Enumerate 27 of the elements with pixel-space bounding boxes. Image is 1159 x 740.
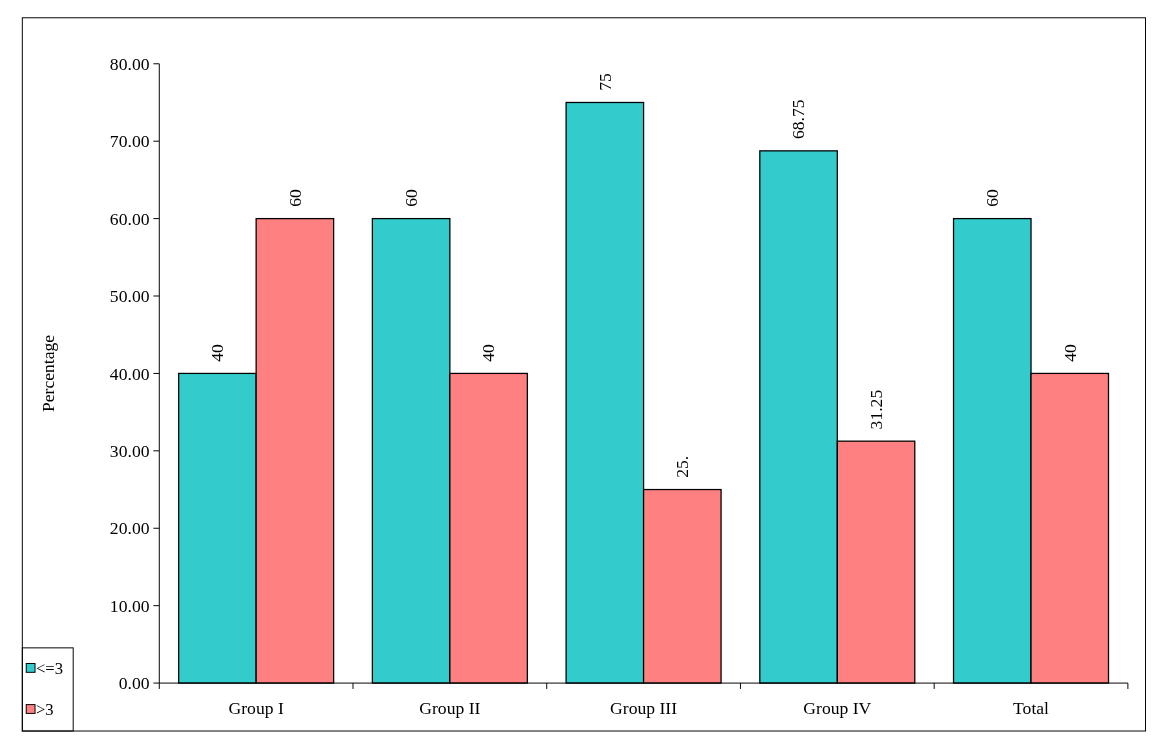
y-tick-label: 30.00 (109, 441, 150, 461)
x-tick-label: Group II (419, 698, 481, 719)
x-tick-label: Group IV (803, 698, 872, 719)
y-tick-label: 80.00 (109, 53, 150, 74)
data-label: 68.75 (788, 99, 809, 140)
data-label: 40 (207, 343, 228, 362)
y-tick-label: 10.00 (109, 595, 150, 616)
data-label: 75 (594, 72, 615, 91)
data-label: 40 (1059, 343, 1080, 362)
data-label: 60 (982, 189, 1003, 207)
y-tick-label: 50.00 (109, 286, 150, 307)
y-tick-label: 20.00 (109, 518, 150, 539)
y-tick-label: 0.00 (118, 673, 150, 694)
x-tick-label: Group I (228, 698, 284, 719)
y-tick-label: 70.00 (109, 131, 150, 152)
y-tick-label: 40.00 (109, 363, 150, 384)
x-tick-label: Group III (610, 698, 678, 719)
legend-label: >3 (36, 700, 54, 720)
y-axis-title: Percentage (37, 334, 58, 413)
legend-label: <=3 (36, 659, 64, 679)
y-tick-label: 60.00 (109, 208, 150, 229)
x-tick-label: Total (1013, 698, 1050, 719)
data-label: 60 (284, 189, 305, 207)
data-label: 40 (478, 343, 499, 362)
data-label: 25. (672, 455, 693, 478)
data-label: 60 (400, 189, 421, 207)
data-label: 31.25 (865, 389, 886, 430)
